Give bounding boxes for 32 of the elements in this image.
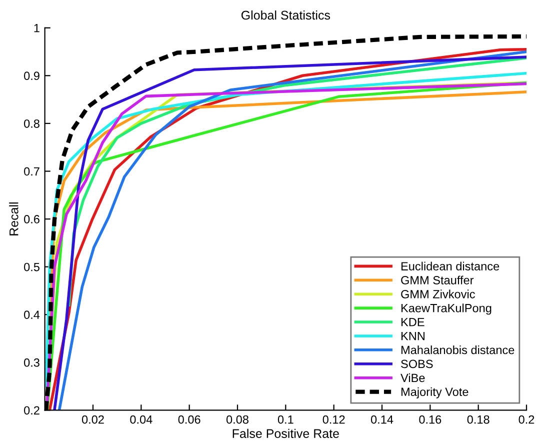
legend-label: SOBS	[401, 360, 433, 368]
y-tick-label: 0.8	[24, 119, 40, 128]
chart-title: Global Statistics	[241, 10, 330, 20]
y-tick-label: 1	[34, 24, 40, 32]
legend-label: KDE	[401, 318, 424, 326]
legend-label: KNN	[401, 332, 424, 340]
x-tick-label: 0.16	[419, 415, 442, 424]
legend-label: KaewTraKulPong	[401, 304, 492, 315]
x-tick-label: 0.08	[226, 415, 248, 424]
x-tick-label: 0.18	[467, 415, 490, 424]
legend-label: GMM Zivkovic	[401, 290, 475, 298]
x-tick-label: 0.14	[370, 415, 394, 424]
y-tick-label: 0.6	[24, 215, 40, 224]
y-tick-label: 0.2	[24, 406, 40, 415]
legend-label: Mahalanobis distance	[401, 345, 514, 354]
x-tick-label: 0.02	[82, 415, 104, 424]
x-tick-label: 0.12	[322, 415, 345, 424]
legend-label: Euclidean distance	[401, 262, 500, 270]
x-tick-label: 0.06	[178, 415, 200, 424]
y-tick-label: 0.3	[24, 358, 40, 367]
y-tick-label: 0.7	[24, 167, 40, 176]
x-tick-label: 0.2	[518, 415, 534, 424]
legend-label: Majority Vote	[401, 387, 468, 398]
x-tick-label: 0.04	[130, 415, 152, 424]
x-axis-title: False Positive Rate	[232, 428, 339, 438]
legend-label: ViBe	[400, 373, 425, 382]
x-tick-label: 0.1	[278, 415, 294, 424]
y-tick-label: 0.4	[24, 310, 40, 319]
legend-label: GMM Stauffer	[401, 276, 474, 284]
y-axis-title: Recall	[9, 202, 18, 236]
y-tick-label: 0.9	[24, 72, 40, 80]
y-tick-label: 0.5	[24, 262, 40, 272]
